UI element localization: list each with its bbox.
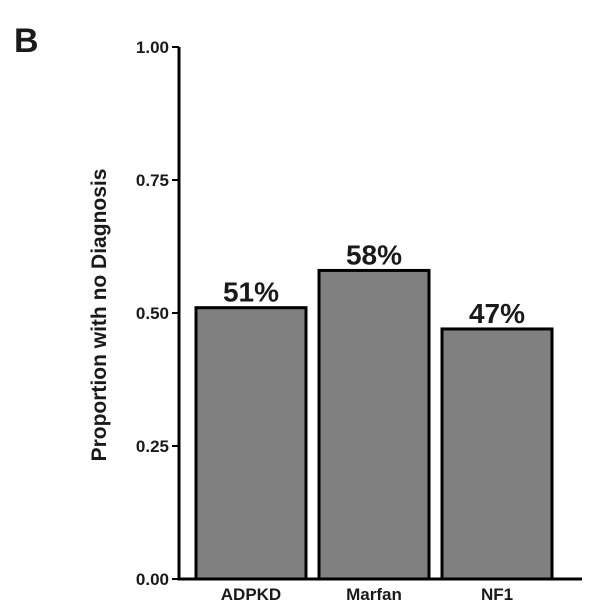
- data-labels: 51% 58% 47%: [223, 239, 525, 329]
- data-label-marfan: 58%: [346, 239, 402, 270]
- x-axis-categories: ADPKD Marfan NF1: [221, 585, 513, 604]
- data-label-adpkd: 51%: [223, 277, 279, 308]
- y-axis-title: Proportion with no Diagnosis: [88, 169, 111, 462]
- y-tick-label: 1.00: [136, 38, 169, 57]
- bar-adpkd: [194, 306, 308, 581]
- y-tick-label: 0.00: [136, 570, 169, 589]
- category-label-adpkd: ADPKD: [221, 585, 281, 604]
- y-axis-ticks: 0.00 0.25 0.50 0.75 1.00: [136, 38, 179, 589]
- bars: [194, 268, 554, 581]
- data-label-nf1: 47%: [469, 298, 525, 329]
- category-label-marfan: Marfan: [346, 585, 402, 604]
- y-tick-label: 0.50: [136, 304, 169, 323]
- panel-letter: B: [14, 22, 39, 60]
- bar-marfan: [317, 268, 431, 581]
- category-label-nf1: NF1: [481, 585, 513, 604]
- y-tick-label: 0.25: [136, 437, 169, 456]
- axis-lines: [177, 47, 582, 581]
- y-tick-label: 0.75: [136, 171, 169, 190]
- bar-nf1: [440, 327, 554, 581]
